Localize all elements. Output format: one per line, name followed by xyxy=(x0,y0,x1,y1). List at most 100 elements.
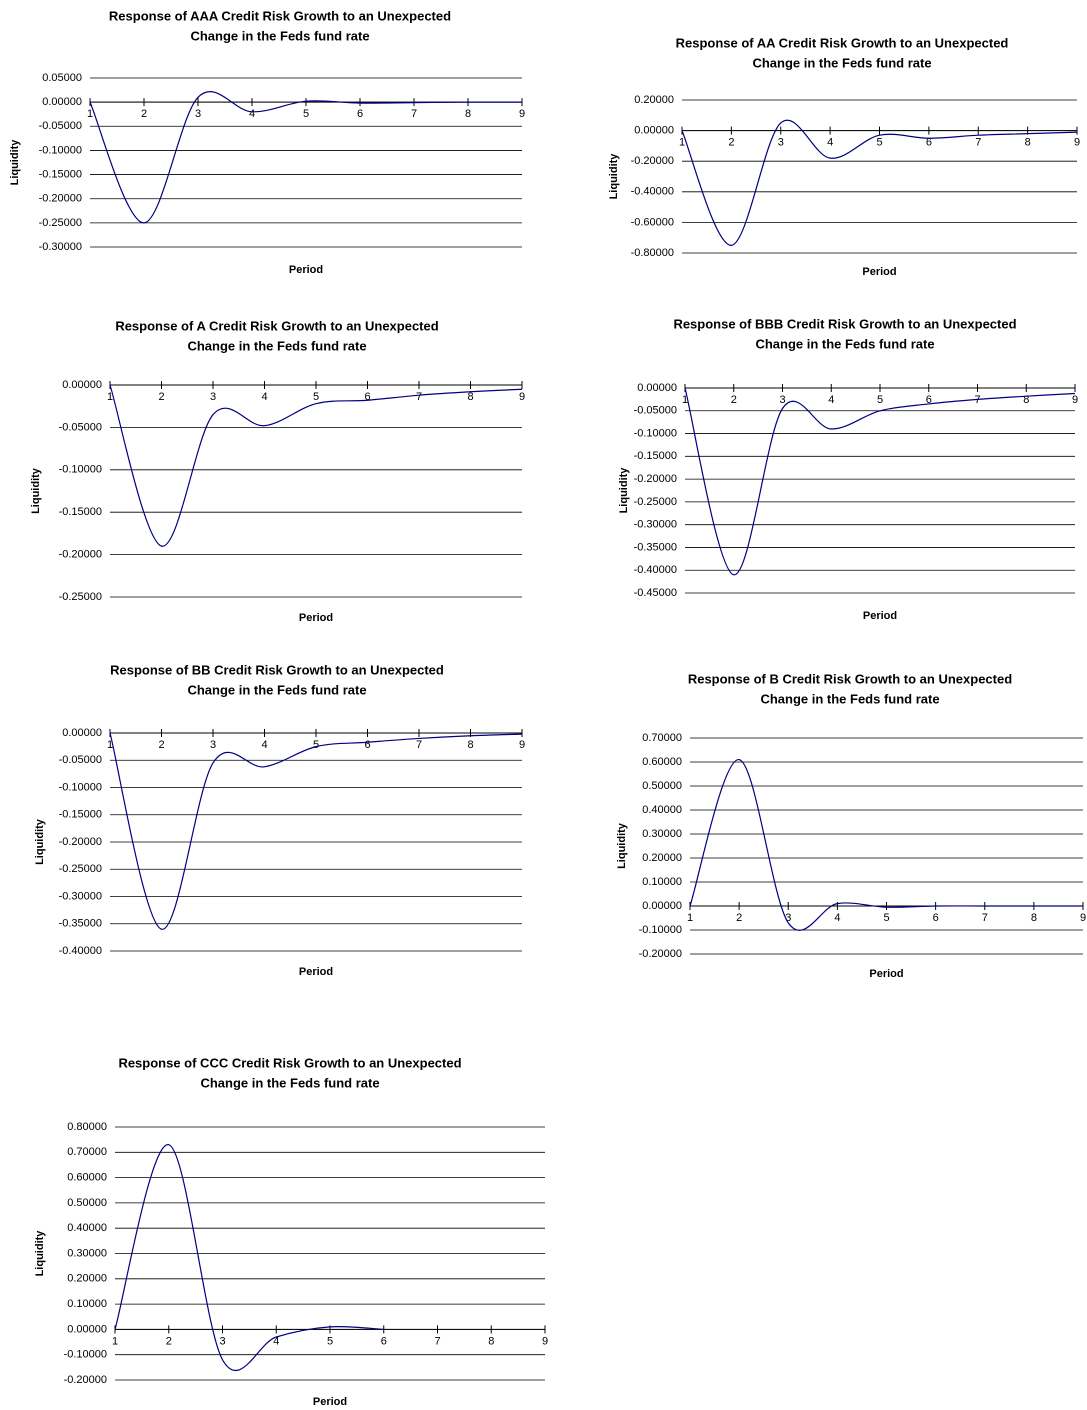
x-tick-label: 6 xyxy=(926,137,932,149)
y-tick-label: 0.60000 xyxy=(642,756,682,768)
y-tick-label: 0.00000 xyxy=(42,96,82,108)
y-tick-label: -0.15000 xyxy=(634,450,677,462)
y-tick-label: -0.15000 xyxy=(59,809,102,821)
x-tick-label: 8 xyxy=(488,1335,494,1347)
x-tick-label: 7 xyxy=(416,739,422,751)
y-tick-label: 0.10000 xyxy=(67,1298,107,1310)
x-tick-label: 9 xyxy=(1074,137,1080,149)
y-tick-label: 0.00000 xyxy=(642,900,682,912)
x-tick-label: 6 xyxy=(357,108,363,120)
y-tick-label: -0.30000 xyxy=(634,519,677,531)
x-tick-label: 1 xyxy=(87,108,93,120)
y-axis-title: Liquidity xyxy=(618,467,630,514)
x-tick-label: 5 xyxy=(883,912,889,924)
y-tick-label: -0.10000 xyxy=(59,464,102,476)
line-series xyxy=(684,387,1076,576)
x-tick-label: 4 xyxy=(828,394,834,406)
y-tick-label: -0.25000 xyxy=(39,217,82,229)
x-tick-label: 3 xyxy=(779,394,785,406)
y-axis-title: Liquidity xyxy=(9,139,21,186)
y-axis-title: Liquidity xyxy=(34,1230,46,1277)
chart-title: Change in the Feds fund rate xyxy=(760,691,939,706)
x-tick-label: 9 xyxy=(519,108,525,120)
x-tick-label: 7 xyxy=(411,108,417,120)
y-tick-label: -0.20000 xyxy=(634,473,677,485)
x-tick-label: 5 xyxy=(313,391,319,403)
chart-title: Response of A Credit Risk Growth to an U… xyxy=(115,318,438,333)
x-tick-label: 2 xyxy=(728,137,734,149)
y-tick-label: 0.50000 xyxy=(642,780,682,792)
x-tick-label: 4 xyxy=(827,137,833,149)
y-tick-label: -0.10000 xyxy=(39,144,82,156)
x-tick-label: 4 xyxy=(261,739,267,751)
y-axis-title: Liquidity xyxy=(616,822,628,869)
x-tick-label: 3 xyxy=(785,912,791,924)
x-tick-label: 8 xyxy=(467,739,473,751)
x-tick-label: 8 xyxy=(1031,912,1037,924)
x-axis-title: Period xyxy=(299,966,333,978)
x-tick-label: 6 xyxy=(926,394,932,406)
chart-title: Response of AA Credit Risk Growth to an … xyxy=(676,35,1009,50)
y-tick-label: -0.30000 xyxy=(59,890,102,902)
y-tick-label: -0.20000 xyxy=(631,155,674,167)
x-tick-label: 4 xyxy=(249,108,255,120)
line-series xyxy=(114,1144,384,1371)
x-axis-title: Period xyxy=(863,610,897,622)
y-tick-label: -0.20000 xyxy=(39,193,82,205)
x-axis-title: Period xyxy=(862,266,896,278)
chart-title: Response of B Credit Risk Growth to an U… xyxy=(688,671,1012,686)
line-series xyxy=(89,91,523,224)
x-tick-label: 9 xyxy=(1080,912,1086,924)
x-tick-label: 5 xyxy=(327,1335,333,1347)
y-tick-label: -0.25000 xyxy=(634,496,677,508)
x-tick-label: 3 xyxy=(210,391,216,403)
y-tick-label: -0.20000 xyxy=(639,948,682,960)
x-tick-label: 1 xyxy=(679,137,685,149)
y-tick-label: -0.45000 xyxy=(634,587,677,599)
chart-title: Change in the Feds fund rate xyxy=(200,1075,379,1090)
x-tick-label: 8 xyxy=(465,108,471,120)
chart-title: Response of CCC Credit Risk Growth to an… xyxy=(118,1055,461,1070)
y-tick-label: -0.35000 xyxy=(59,918,102,930)
y-tick-label: -0.35000 xyxy=(634,541,677,553)
y-axis-title: Liquidity xyxy=(34,818,46,865)
y-tick-label: -0.25000 xyxy=(59,863,102,875)
x-axis-title: Period xyxy=(313,1396,347,1408)
y-tick-label: -0.15000 xyxy=(59,506,102,518)
y-tick-label: 0.30000 xyxy=(642,828,682,840)
x-tick-label: 1 xyxy=(682,394,688,406)
y-tick-label: -0.20000 xyxy=(59,836,102,848)
x-axis-title: Period xyxy=(299,612,333,624)
x-tick-label: 1 xyxy=(107,739,113,751)
y-tick-label: -0.25000 xyxy=(59,591,102,603)
x-tick-label: 1 xyxy=(687,912,693,924)
y-tick-label: 0.60000 xyxy=(67,1172,107,1184)
y-tick-label: -0.80000 xyxy=(631,247,674,259)
chart-title: Change in the Feds fund rate xyxy=(187,338,366,353)
y-axis-title: Liquidity xyxy=(608,153,620,200)
y-tick-label: -0.40000 xyxy=(631,186,674,198)
x-tick-label: 5 xyxy=(877,394,883,406)
y-tick-label: 0.00000 xyxy=(67,1323,107,1335)
chart-title: Change in the Feds fund rate xyxy=(187,682,366,697)
y-tick-label: 0.40000 xyxy=(642,804,682,816)
x-tick-label: 3 xyxy=(210,739,216,751)
x-tick-label: 9 xyxy=(519,739,525,751)
y-tick-label: -0.10000 xyxy=(64,1349,107,1361)
y-tick-label: 0.20000 xyxy=(67,1273,107,1285)
x-tick-label: 3 xyxy=(195,108,201,120)
x-tick-label: 1 xyxy=(112,1335,118,1347)
y-tick-label: 0.00000 xyxy=(62,727,102,739)
x-tick-label: 7 xyxy=(975,137,981,149)
x-tick-label: 4 xyxy=(261,391,267,403)
y-tick-label: -0.10000 xyxy=(634,427,677,439)
y-tick-label: 0.30000 xyxy=(67,1247,107,1259)
y-tick-label: 0.00000 xyxy=(634,125,674,137)
x-tick-label: 8 xyxy=(467,391,473,403)
x-tick-label: 2 xyxy=(731,394,737,406)
y-tick-label: -0.10000 xyxy=(59,781,102,793)
y-tick-label: -0.40000 xyxy=(59,945,102,957)
y-tick-label: 0.10000 xyxy=(642,876,682,888)
y-tick-label: -0.15000 xyxy=(39,168,82,180)
